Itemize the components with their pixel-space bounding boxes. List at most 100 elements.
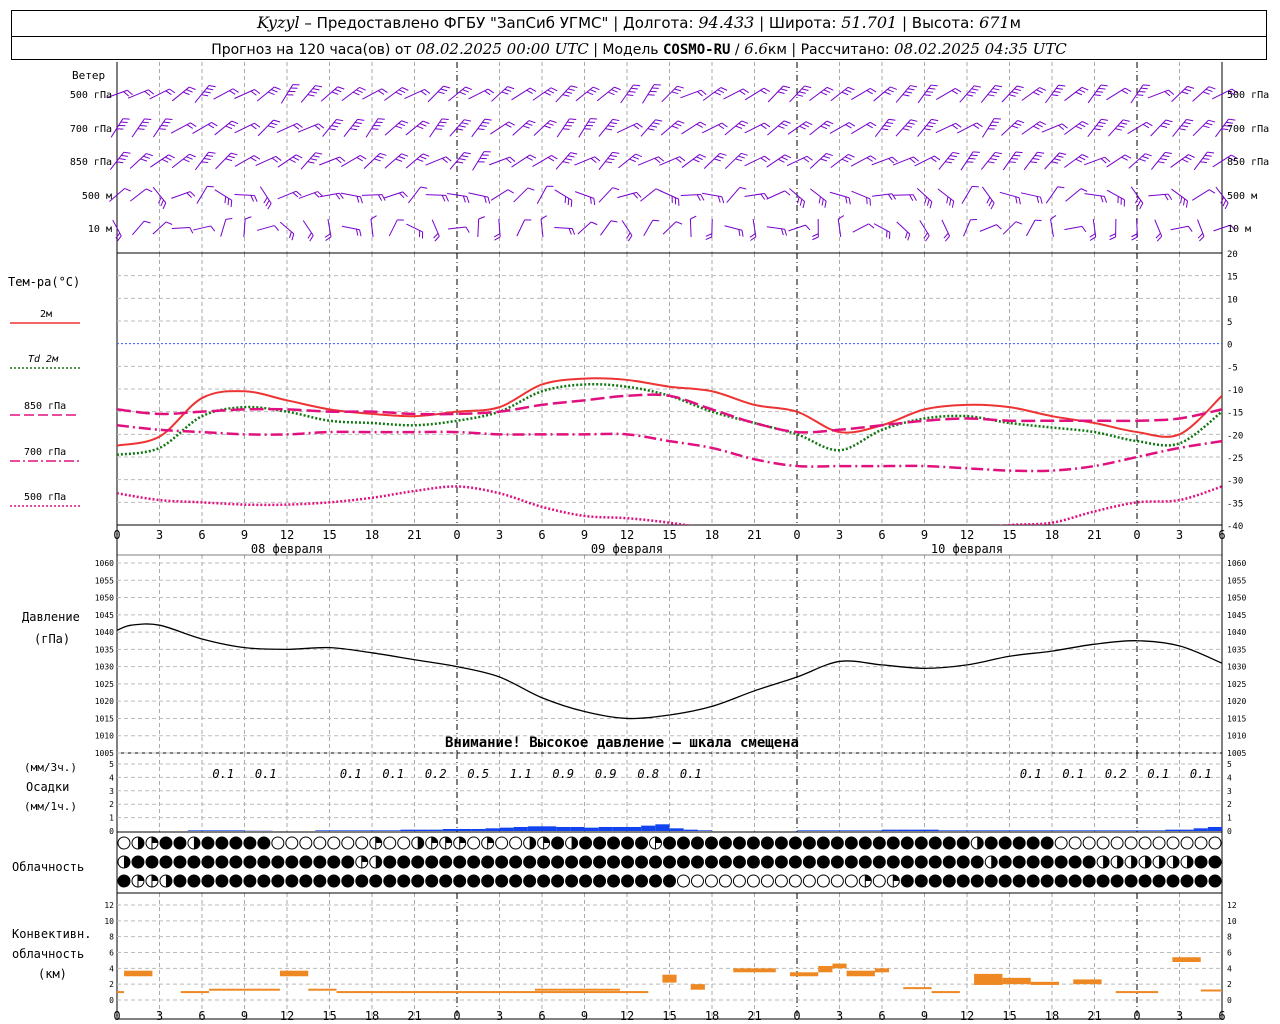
cloud-cover-clear: [704, 874, 718, 888]
precip-bar: [372, 830, 387, 831]
computed-label: Рассчитано:: [800, 42, 890, 58]
wind-barb-tick: [946, 196, 949, 204]
wind-barb-tick: [610, 154, 617, 158]
wind-barb-tick: [760, 193, 766, 200]
cloud-cover-full: [369, 874, 383, 888]
wind-barb-tick: [951, 200, 955, 208]
wind-barb: [956, 122, 978, 134]
precip-tick-right: 2: [1227, 800, 1232, 809]
cloud-cover-full: [229, 855, 243, 869]
wind-barb-tick: [910, 119, 918, 122]
wind-barb-tick: [163, 121, 171, 124]
wind-barb-tick: [1157, 161, 1165, 164]
wind-barb-tick: [267, 125, 275, 129]
wind-barb-tick: [714, 91, 721, 96]
wind-barb: [131, 118, 145, 138]
wind-barb-tick: [160, 199, 164, 207]
wind-barb-tick: [823, 123, 831, 127]
wind-barb-tick: [210, 225, 216, 232]
wind-barb-tick: [370, 215, 377, 220]
wind-barb-tick: [866, 89, 873, 95]
precip-bar: [1037, 830, 1052, 831]
forecast-label: Прогноз на 120 часа(ов) от: [211, 42, 412, 58]
wind-barb: [220, 219, 227, 237]
wind-barb: [963, 219, 971, 237]
wind-barb-tick: [546, 122, 554, 126]
wind-barb-tick: [144, 118, 152, 121]
wind-barb-tick: [416, 158, 424, 162]
press-tick-left: 1020: [95, 697, 114, 706]
wind-barb-tick: [359, 154, 367, 160]
lon-value: 94.433: [698, 13, 755, 32]
wind-barb-tick: [1139, 202, 1144, 210]
wind-barb-tick: [778, 158, 785, 163]
wind-barb-tick: [422, 120, 430, 125]
wind-barb-tick: [1013, 154, 1021, 157]
wind-barb-tick: [696, 194, 701, 201]
wind-barb-tick: [950, 155, 957, 158]
wind-barb: [171, 191, 191, 199]
wind-barb-tick: [987, 161, 995, 164]
wind-barb-tick: [1160, 158, 1168, 161]
wind-barb-tick: [328, 128, 336, 131]
cloud-cover-half-fill: [193, 837, 200, 849]
wind-barb-tick: [1124, 154, 1132, 159]
wind-barb: [193, 225, 211, 231]
cloud-cover-clear: [327, 836, 341, 850]
wind-barb-tick: [1081, 226, 1087, 233]
conv-cloud-bar: [662, 974, 677, 983]
wind-barb: [383, 191, 403, 199]
wind-barb-tick: [705, 233, 713, 237]
wind-barb-tick: [677, 85, 684, 89]
wind-barb-tick: [866, 123, 873, 129]
wind-barb-tick: [527, 187, 535, 191]
hour-tick-label-bottom: 12: [620, 1009, 634, 1023]
wind-barb: [851, 121, 871, 135]
wind-barb-tick: [1051, 94, 1059, 97]
precip-bar: [683, 829, 698, 831]
hour-tick-label-bottom: 15: [1002, 1009, 1016, 1023]
wind-barb-tick: [331, 125, 339, 128]
wind-barb-tick: [318, 123, 325, 129]
wind-barb: [788, 224, 806, 232]
cloud-cover-full: [676, 836, 690, 850]
hour-tick-label: 3: [496, 528, 503, 542]
precip-bar: [1023, 830, 1038, 831]
wind-barb-tick: [463, 152, 471, 155]
wind-barb-tick: [1164, 194, 1169, 201]
wind-barb-tick: [140, 158, 148, 162]
wind-barb-tick: [741, 120, 749, 124]
wind-barb: [472, 151, 485, 171]
cloud-cover-full: [718, 855, 732, 869]
wind-barb-tick: [866, 157, 873, 162]
wind-barb-tick: [1014, 88, 1022, 92]
wind-barb-tick: [1051, 161, 1059, 164]
precip-tick-left: 2: [109, 800, 114, 809]
wind-barb-tick: [568, 228, 572, 235]
wind-barb-tick: [796, 94, 804, 97]
cloud-cover-full: [970, 874, 984, 888]
cloud-cover-quarter-fill: [893, 875, 900, 881]
conv-tick-right: 8: [1227, 933, 1232, 942]
wind-barb-tick: [612, 151, 620, 154]
temp-tick-right: 5: [1227, 318, 1232, 328]
wind-barb-tick: [760, 89, 767, 95]
wind-barb: [425, 156, 447, 166]
wind-barb-tick: [335, 193, 341, 200]
wind-barb-tick: [907, 233, 911, 241]
wind-barb-tick: [274, 225, 280, 231]
wind-barb-tick: [419, 123, 427, 127]
wind-barb-tick: [763, 87, 771, 93]
cloud-cover-full: [1124, 874, 1138, 888]
cloud-cover-full: [858, 855, 872, 869]
wind-barb: [343, 119, 358, 137]
wind-barb: [895, 85, 911, 103]
wind-barb-tick: [1034, 154, 1042, 157]
cloud-cover-full: [1054, 855, 1068, 869]
temp-series-line: [117, 382, 1222, 456]
wind-barb-tick: [162, 202, 167, 210]
precip-bar: [811, 830, 826, 831]
cloud-cover-clear: [509, 836, 523, 850]
wind-barb-tick: [1011, 91, 1019, 94]
cloud-cover-clear: [830, 874, 844, 888]
